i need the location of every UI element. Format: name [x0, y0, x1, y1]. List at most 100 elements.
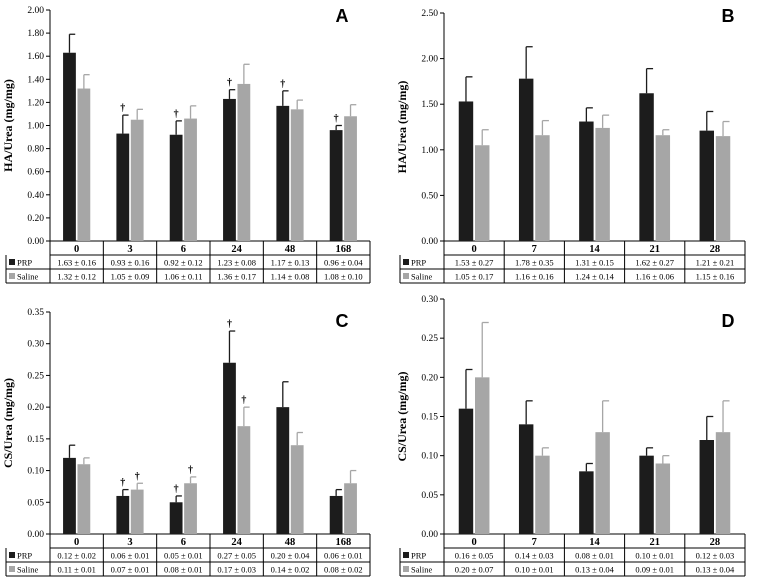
panel-letter: B	[722, 6, 735, 26]
table-cell-prp: 1.31 ± 0.15	[575, 258, 614, 268]
panel-b: B 0.00 0.50 1.00 1.50 2.00 2.50 HA/Urea (mg/mg)…	[395, 6, 746, 284]
significance-dagger: †	[188, 465, 193, 476]
legend-label-saline: Saline	[17, 565, 38, 575]
table-cell-saline: 1.16 ± 0.06	[635, 272, 674, 282]
table-cell-saline: 1.16 ± 0.16	[515, 272, 554, 282]
table-cell-saline: 0.07 ± 0.01	[111, 565, 150, 575]
table-cell-saline: 0.20 ± 0.07	[455, 565, 494, 575]
bar-saline	[655, 463, 671, 534]
table-cell-saline: 0.17 ± 0.03	[217, 565, 256, 575]
table-cell-saline: 1.36 ± 0.17	[217, 272, 256, 282]
x-category-label: 48	[285, 244, 296, 255]
y-tick-label: 1.40	[27, 75, 44, 85]
table-cell-prp: 1.63 ± 0.16	[57, 258, 96, 268]
x-category-label: 24	[231, 537, 242, 548]
table-cell-saline: 1.15 ± 0.16	[696, 272, 735, 282]
bar-prp	[458, 408, 474, 534]
x-category-label: 7	[532, 244, 537, 255]
y-tick-label: 0.50	[421, 191, 438, 201]
x-category-label: 24	[231, 244, 242, 255]
significance-dagger: †	[120, 478, 125, 489]
bar-saline	[475, 377, 490, 534]
y-tick-label: 0.30	[421, 295, 438, 305]
bar-prp	[329, 495, 343, 534]
significance-dagger: †	[174, 484, 179, 495]
bar-prp	[63, 457, 76, 534]
significance-dagger: †	[280, 79, 285, 90]
bar-prp	[276, 105, 290, 242]
bar-saline	[237, 83, 251, 241]
significance-dagger: †	[334, 114, 339, 125]
significance-dagger: †	[135, 471, 140, 482]
bar-saline	[595, 127, 610, 241]
x-category-label: 3	[127, 244, 132, 255]
y-tick-label: 0.35	[27, 308, 44, 318]
bar-saline	[715, 136, 731, 241]
x-category-label: 0	[74, 537, 79, 548]
significance-dagger: †	[227, 78, 232, 89]
legend-swatch-saline	[9, 566, 15, 572]
table-cell-saline: 1.32 ± 0.12	[57, 272, 96, 282]
table-cell-saline: 0.13 ± 0.04	[696, 565, 735, 575]
table-cell-prp: 0.05 ± 0.01	[164, 551, 203, 561]
y-tick-label: 0.20	[27, 403, 44, 413]
x-category-label: 48	[285, 537, 296, 548]
x-category-label: 0	[471, 537, 476, 548]
bar-prp	[63, 52, 76, 241]
bar-prp	[169, 502, 183, 534]
bar-saline	[344, 116, 357, 241]
bar-saline	[655, 135, 671, 241]
table-cell-saline: 1.05 ± 0.09	[111, 272, 150, 282]
y-tick-label: 0.80	[27, 145, 44, 155]
y-tick-label: 1.80	[27, 29, 44, 39]
legend-label-saline: Saline	[411, 272, 432, 282]
bar-prp	[223, 362, 236, 534]
bar-prp	[518, 424, 534, 534]
y-tick-label: 0.15	[27, 435, 44, 445]
bar-saline	[184, 118, 197, 241]
bar-prp	[116, 495, 130, 534]
table-cell-saline: 0.10 ± 0.01	[515, 565, 554, 575]
panel-c: C 0.00 0.05 0.10 0.15 0.20 0.25 0.30 0.35 CS/Urea…	[1, 308, 371, 577]
y-tick-label: 0.40	[27, 191, 44, 201]
table-cell-prp: 0.06 ± 0.01	[324, 551, 363, 561]
table-cell-prp: 0.12 ± 0.02	[57, 551, 96, 561]
y-axis-title: CS/Urea (mg/mg)	[395, 371, 409, 461]
table-cell-prp: 0.08 ± 0.01	[575, 551, 614, 561]
legend-swatch-saline	[403, 273, 409, 279]
y-tick-label: 2.00	[27, 6, 44, 16]
significance-dagger: †	[174, 109, 179, 120]
y-tick-label: 0.05	[421, 491, 438, 501]
table-cell-prp: 0.12 ± 0.03	[696, 551, 735, 561]
table-cell-prp: 0.14 ± 0.03	[515, 551, 554, 561]
table-cell-prp: 0.10 ± 0.01	[635, 551, 674, 561]
y-tick-label: 0.10	[421, 452, 438, 462]
y-tick-label: 0.00	[421, 530, 438, 540]
significance-dagger: †	[241, 395, 246, 406]
bar-prp	[579, 471, 594, 534]
bar-prp	[458, 101, 474, 242]
x-category-label: 168	[335, 537, 351, 548]
panel-a: A 0.00 0.20 0.40 0.60 0.80 1.00 1.20 1.40 1.60 1.8…	[1, 6, 371, 284]
x-category-label: 0	[74, 244, 79, 255]
bar-prp	[639, 93, 654, 241]
bar-saline	[715, 432, 731, 534]
y-axis-title: HA/Urea (mg/mg)	[395, 81, 409, 174]
y-tick-label: 0.00	[27, 237, 44, 247]
table-cell-saline: 0.08 ± 0.02	[324, 565, 363, 575]
bar-saline	[535, 135, 550, 241]
legend-label-prp: PRP	[411, 551, 426, 561]
x-category-label: 168	[335, 244, 351, 255]
y-axis-title: CS/Urea (mg/mg)	[1, 378, 15, 468]
table-cell-saline: 0.11 ± 0.01	[57, 565, 95, 575]
x-category-label: 0	[471, 244, 476, 255]
y-tick-label: 0.30	[27, 340, 44, 350]
y-tick-label: 1.00	[421, 146, 438, 156]
table-cell-saline: 0.08 ± 0.01	[164, 565, 203, 575]
y-tick-label: 0.10	[27, 467, 44, 477]
significance-dagger: †	[227, 319, 232, 330]
y-tick-label: 0.15	[421, 413, 438, 423]
bar-prp	[699, 440, 714, 534]
table-cell-prp: 0.27 ± 0.05	[217, 551, 256, 561]
